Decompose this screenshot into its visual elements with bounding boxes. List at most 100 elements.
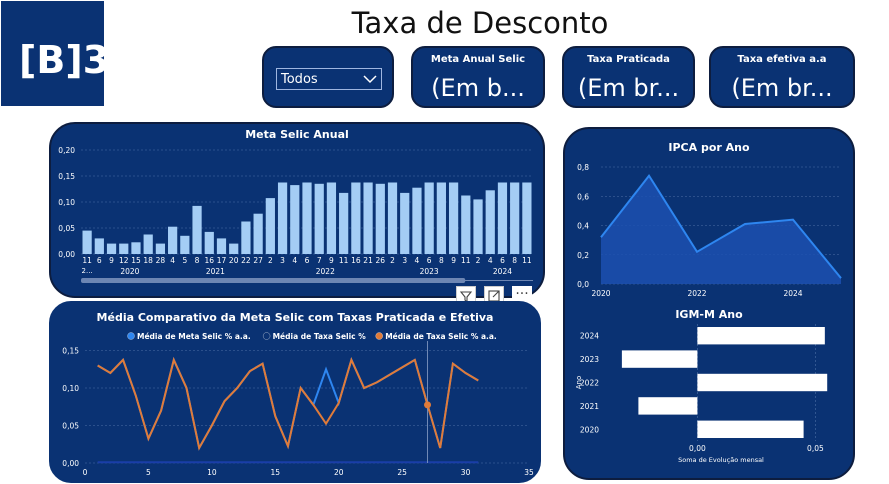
meta-selic-anual-chart-card[interactable]: Meta Selic Anual 0,00 0,05 0,10 0,15 0,20 11 6… xyxy=(49,122,545,298)
y-tick-label: 2021 xyxy=(580,402,599,411)
chart-title: Média Comparativo da Meta Selic com Taxa… xyxy=(96,311,494,324)
bar xyxy=(180,235,190,254)
x-tick-label: 15 xyxy=(271,468,281,477)
bar xyxy=(229,243,239,254)
kpi-meta-anual-selic[interactable]: Meta Anual Selic (Em b... xyxy=(411,46,545,108)
y-tick-label: 0,10 xyxy=(58,198,75,207)
x-tick-label: 0 xyxy=(83,468,88,477)
kpi-value: (Em br... xyxy=(731,74,833,102)
year-dropdown[interactable]: Todos xyxy=(276,68,382,90)
media-comparativo-chart-card[interactable]: Média Comparativo da Meta Selic com Taxa… xyxy=(49,301,541,483)
bar xyxy=(204,231,214,254)
y-tick-label: 0,20 xyxy=(58,146,75,155)
y-tick-label: 0,15 xyxy=(62,347,79,356)
x-tick-label: 5 xyxy=(182,256,187,265)
bar xyxy=(510,182,520,254)
x-tick-label: 16 xyxy=(204,256,214,265)
bar xyxy=(326,182,337,254)
bar xyxy=(522,182,532,254)
x-tick-label: 4 xyxy=(292,256,297,265)
bar xyxy=(461,195,471,254)
x-tick-label: 9 xyxy=(451,256,456,265)
bar xyxy=(638,397,698,415)
y-tick-label: 0,15 xyxy=(58,172,75,181)
x-tick-label: 2 xyxy=(476,256,481,265)
x-tick-label: 17 xyxy=(217,256,227,265)
y-tick-label: 0,0 xyxy=(577,280,589,289)
kpi-title: Meta Anual Selic xyxy=(430,54,526,65)
x-tick-label: 8 xyxy=(195,256,200,265)
x-tick-label: 11 xyxy=(82,256,92,265)
legend-label: Média de Meta Selic % a.a. xyxy=(137,332,251,341)
y-tick-label: 0,05 xyxy=(62,422,79,431)
bar xyxy=(290,185,300,254)
bar xyxy=(412,187,422,254)
ipca-igm-card[interactable]: IPCA por Ano IGM-M Ano 0,0 0,2 0,4 0,6 0,8 20… xyxy=(563,127,855,480)
year-label: 2023 xyxy=(420,267,439,276)
year-label: 2020 xyxy=(120,267,139,276)
x-tick-label: 25 xyxy=(397,468,407,477)
kpi-title: Taxa Praticada xyxy=(587,54,670,65)
bar xyxy=(387,182,398,254)
bar xyxy=(106,243,117,254)
bar xyxy=(339,192,349,254)
x-tick-label: 6 xyxy=(427,256,432,265)
bar xyxy=(82,230,92,254)
ipca-line xyxy=(600,174,842,279)
x-tick-label: 4 xyxy=(170,256,175,265)
x-tick-label: 2022 xyxy=(687,289,706,298)
x-tick-label: 28 xyxy=(156,256,166,265)
bar xyxy=(473,199,483,254)
kpi-taxa-efetiva[interactable]: Taxa efetiva a.a (Em br... xyxy=(709,46,855,108)
bar xyxy=(241,221,251,254)
legend-marker xyxy=(127,332,135,340)
x-tick-label: 6 xyxy=(305,256,310,265)
y-tick-label: 0,00 xyxy=(62,459,79,468)
chevron-down-icon xyxy=(363,75,377,84)
x-tick-label: 15 xyxy=(131,256,141,265)
bar xyxy=(94,238,104,254)
x-tick-label: 6 xyxy=(500,256,505,265)
kpi-taxa-praticada[interactable]: Taxa Praticada (Em br... xyxy=(562,46,695,108)
bar xyxy=(119,243,129,254)
y-tick-label: 0,05 xyxy=(58,224,75,233)
kpi-title: Taxa efetiva a.a xyxy=(737,54,827,65)
x-tick-label: 2020 xyxy=(591,289,610,298)
chart-title: Meta Selic Anual xyxy=(245,128,349,141)
ipca-por-ano-chart: 0,0 0,2 0,4 0,6 0,8 2020 2022 2024 0,00 0,05 2024 2… xyxy=(575,163,842,464)
bar xyxy=(363,182,373,254)
bar xyxy=(448,182,459,254)
x-tick-label: 3 xyxy=(402,256,407,265)
bar xyxy=(155,243,166,254)
bar xyxy=(697,420,804,438)
x-axis-label: Soma de Evolução mensal xyxy=(678,456,764,464)
legend-marker xyxy=(262,332,271,340)
x-tick-label: 20 xyxy=(334,468,344,477)
year-label: 2021 xyxy=(206,267,225,276)
bar xyxy=(497,182,508,254)
kpi-value: (Em br... xyxy=(577,74,680,102)
x-tick-label: 5 xyxy=(146,468,151,477)
x-tick-label: 16 xyxy=(351,256,361,265)
bar xyxy=(253,213,263,254)
series-line-taxa-selic-aa xyxy=(97,356,479,451)
legend-marker xyxy=(375,332,383,340)
igm-chart-title: IGM-M Ano xyxy=(675,308,743,321)
y-tick-label: 0,4 xyxy=(577,222,589,231)
ipca-chart-title: IPCA por Ano xyxy=(668,141,750,154)
x-tick-label: 0,00 xyxy=(689,444,706,453)
bar xyxy=(265,198,275,254)
bar xyxy=(375,183,385,254)
bar xyxy=(351,182,361,254)
x-tick-label: 35 xyxy=(524,468,534,477)
dropdown-value: Todos xyxy=(281,72,318,87)
x-tick-label: 8 xyxy=(439,256,444,265)
x-tick-label: 7 xyxy=(317,256,322,265)
y-tick-label: 2020 xyxy=(580,425,599,434)
x-tick-label: 11 xyxy=(522,256,532,265)
x-tick-label: 3 xyxy=(280,256,285,265)
ipca-area xyxy=(601,175,841,284)
bar xyxy=(697,327,825,345)
x-tick-label: 18 xyxy=(143,256,153,265)
y-tick-label: 0,8 xyxy=(577,163,589,172)
